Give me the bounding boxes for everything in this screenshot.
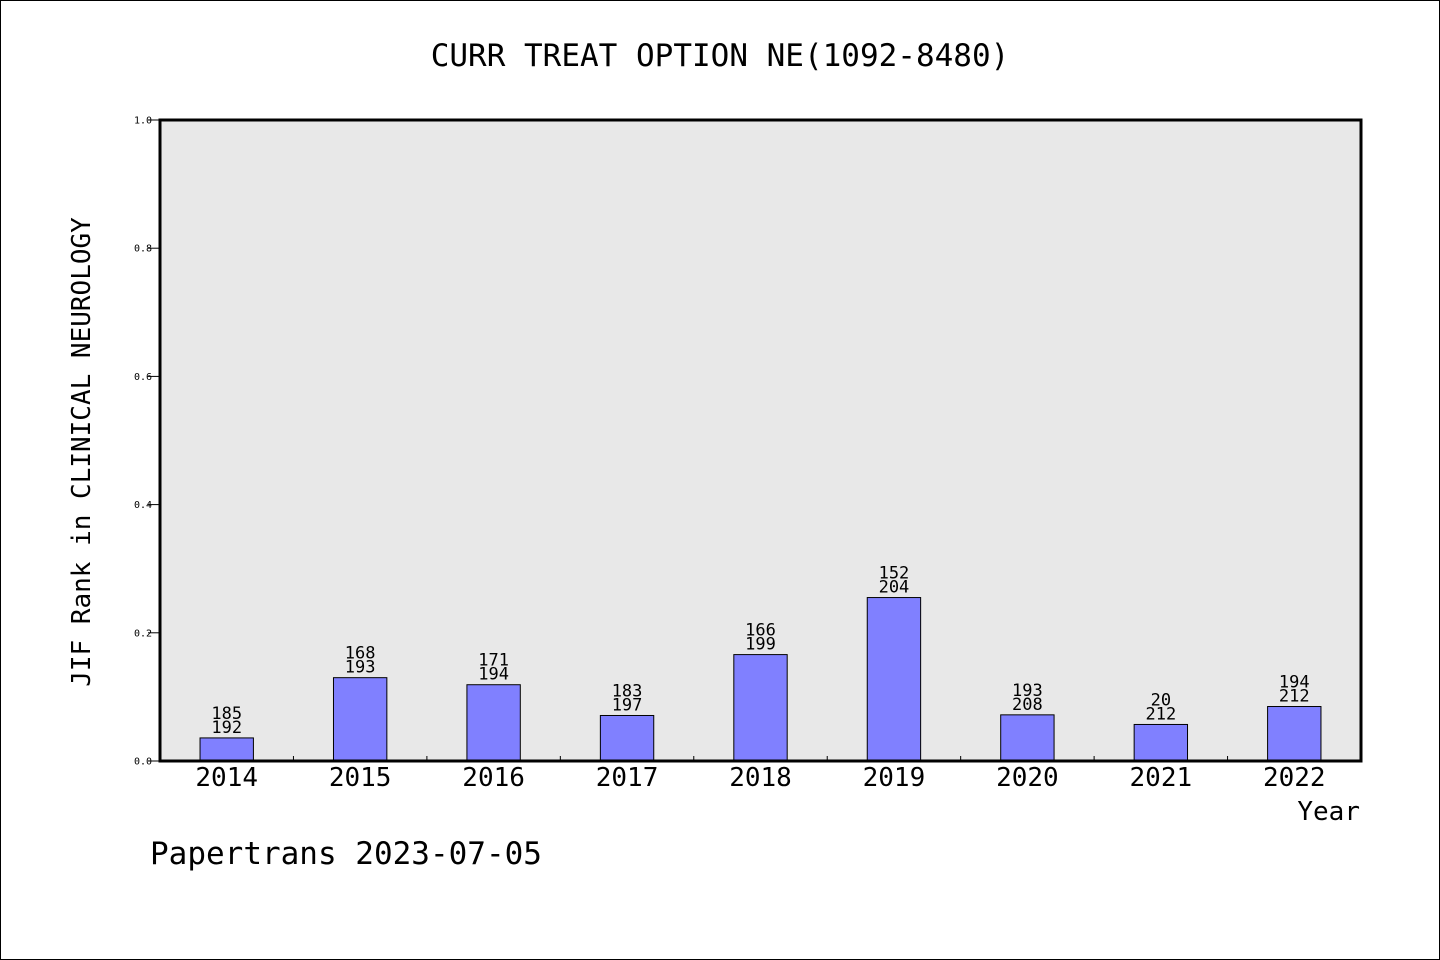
bar-2015 (332, 677, 388, 762)
rank-label-bottom: 194 (478, 665, 509, 685)
y-tick-label: 1.0 (134, 116, 152, 127)
rank-label-bottom: 197 (612, 695, 643, 715)
bar-2016 (466, 684, 521, 762)
y-axis-label: JIF Rank in CLINICAL NEUROLOGY (67, 217, 97, 687)
x-axis-label: Year (1297, 797, 1360, 827)
rank-label-bottom: 208 (1012, 695, 1043, 715)
watermark-text: Papertrans 2023-07-05 (150, 836, 542, 872)
rank-label-top: 194 (1279, 673, 1310, 693)
rank-label-bottom: 204 (879, 578, 910, 598)
rank-label-bottom: 212 (1279, 687, 1310, 707)
chart-title: CURR TREAT OPTION NE(1092-8480) (431, 38, 1010, 74)
y-tick-label: 0.6 (134, 372, 152, 383)
y-tick-label: 0.8 (134, 244, 152, 255)
plot-border (158, 118, 1363, 763)
bar-2022 (1267, 706, 1322, 762)
bar-2021 (1133, 723, 1189, 762)
rank-label-bottom: 193 (345, 658, 376, 678)
x-tick-label: 2018 (729, 763, 792, 793)
x-axis: 2014 2015 2016 2017 2018 2019 2020 2021 2022 (195, 756, 1326, 793)
x-tick-label: 2016 (462, 763, 525, 793)
y-axis: 0.0 0.2 0.4 0.6 0.8 1.0 (134, 116, 160, 768)
x-tick-label: 2021 (1130, 763, 1193, 793)
bar-2019 (866, 597, 922, 762)
rank-label-top: 171 (478, 651, 509, 671)
rank-label-bottom: 212 (1145, 704, 1176, 724)
rank-label-top: 185 (211, 704, 242, 724)
rank-label-bottom: 199 (745, 635, 776, 655)
rank-label-top: 152 (879, 564, 910, 584)
y-tick-label: 0.4 (134, 500, 152, 511)
rank-label-top: 20 (1151, 690, 1171, 710)
bar-2014 (199, 737, 254, 762)
rank-label-top: 193 (1012, 681, 1043, 701)
rank-label-bottom: 192 (211, 718, 242, 738)
x-tick-label: 2014 (195, 763, 258, 793)
rank-label-top: 183 (612, 681, 643, 701)
x-tick-label: 2017 (596, 763, 659, 793)
x-tick-label: 2022 (1263, 763, 1326, 793)
y-tick-label: 0.2 (134, 628, 152, 639)
rank-label-top: 166 (745, 621, 776, 641)
bars-group (199, 597, 1322, 762)
rank-label-top: 168 (345, 644, 376, 664)
bar-2018 (733, 654, 788, 762)
bar-2017 (599, 714, 655, 762)
x-tick-label: 2015 (329, 763, 392, 793)
x-tick-label: 2019 (863, 763, 926, 793)
bar-2020 (1000, 714, 1055, 762)
y-tick-label: 0.0 (134, 757, 152, 768)
x-tick-label: 2020 (996, 763, 1059, 793)
